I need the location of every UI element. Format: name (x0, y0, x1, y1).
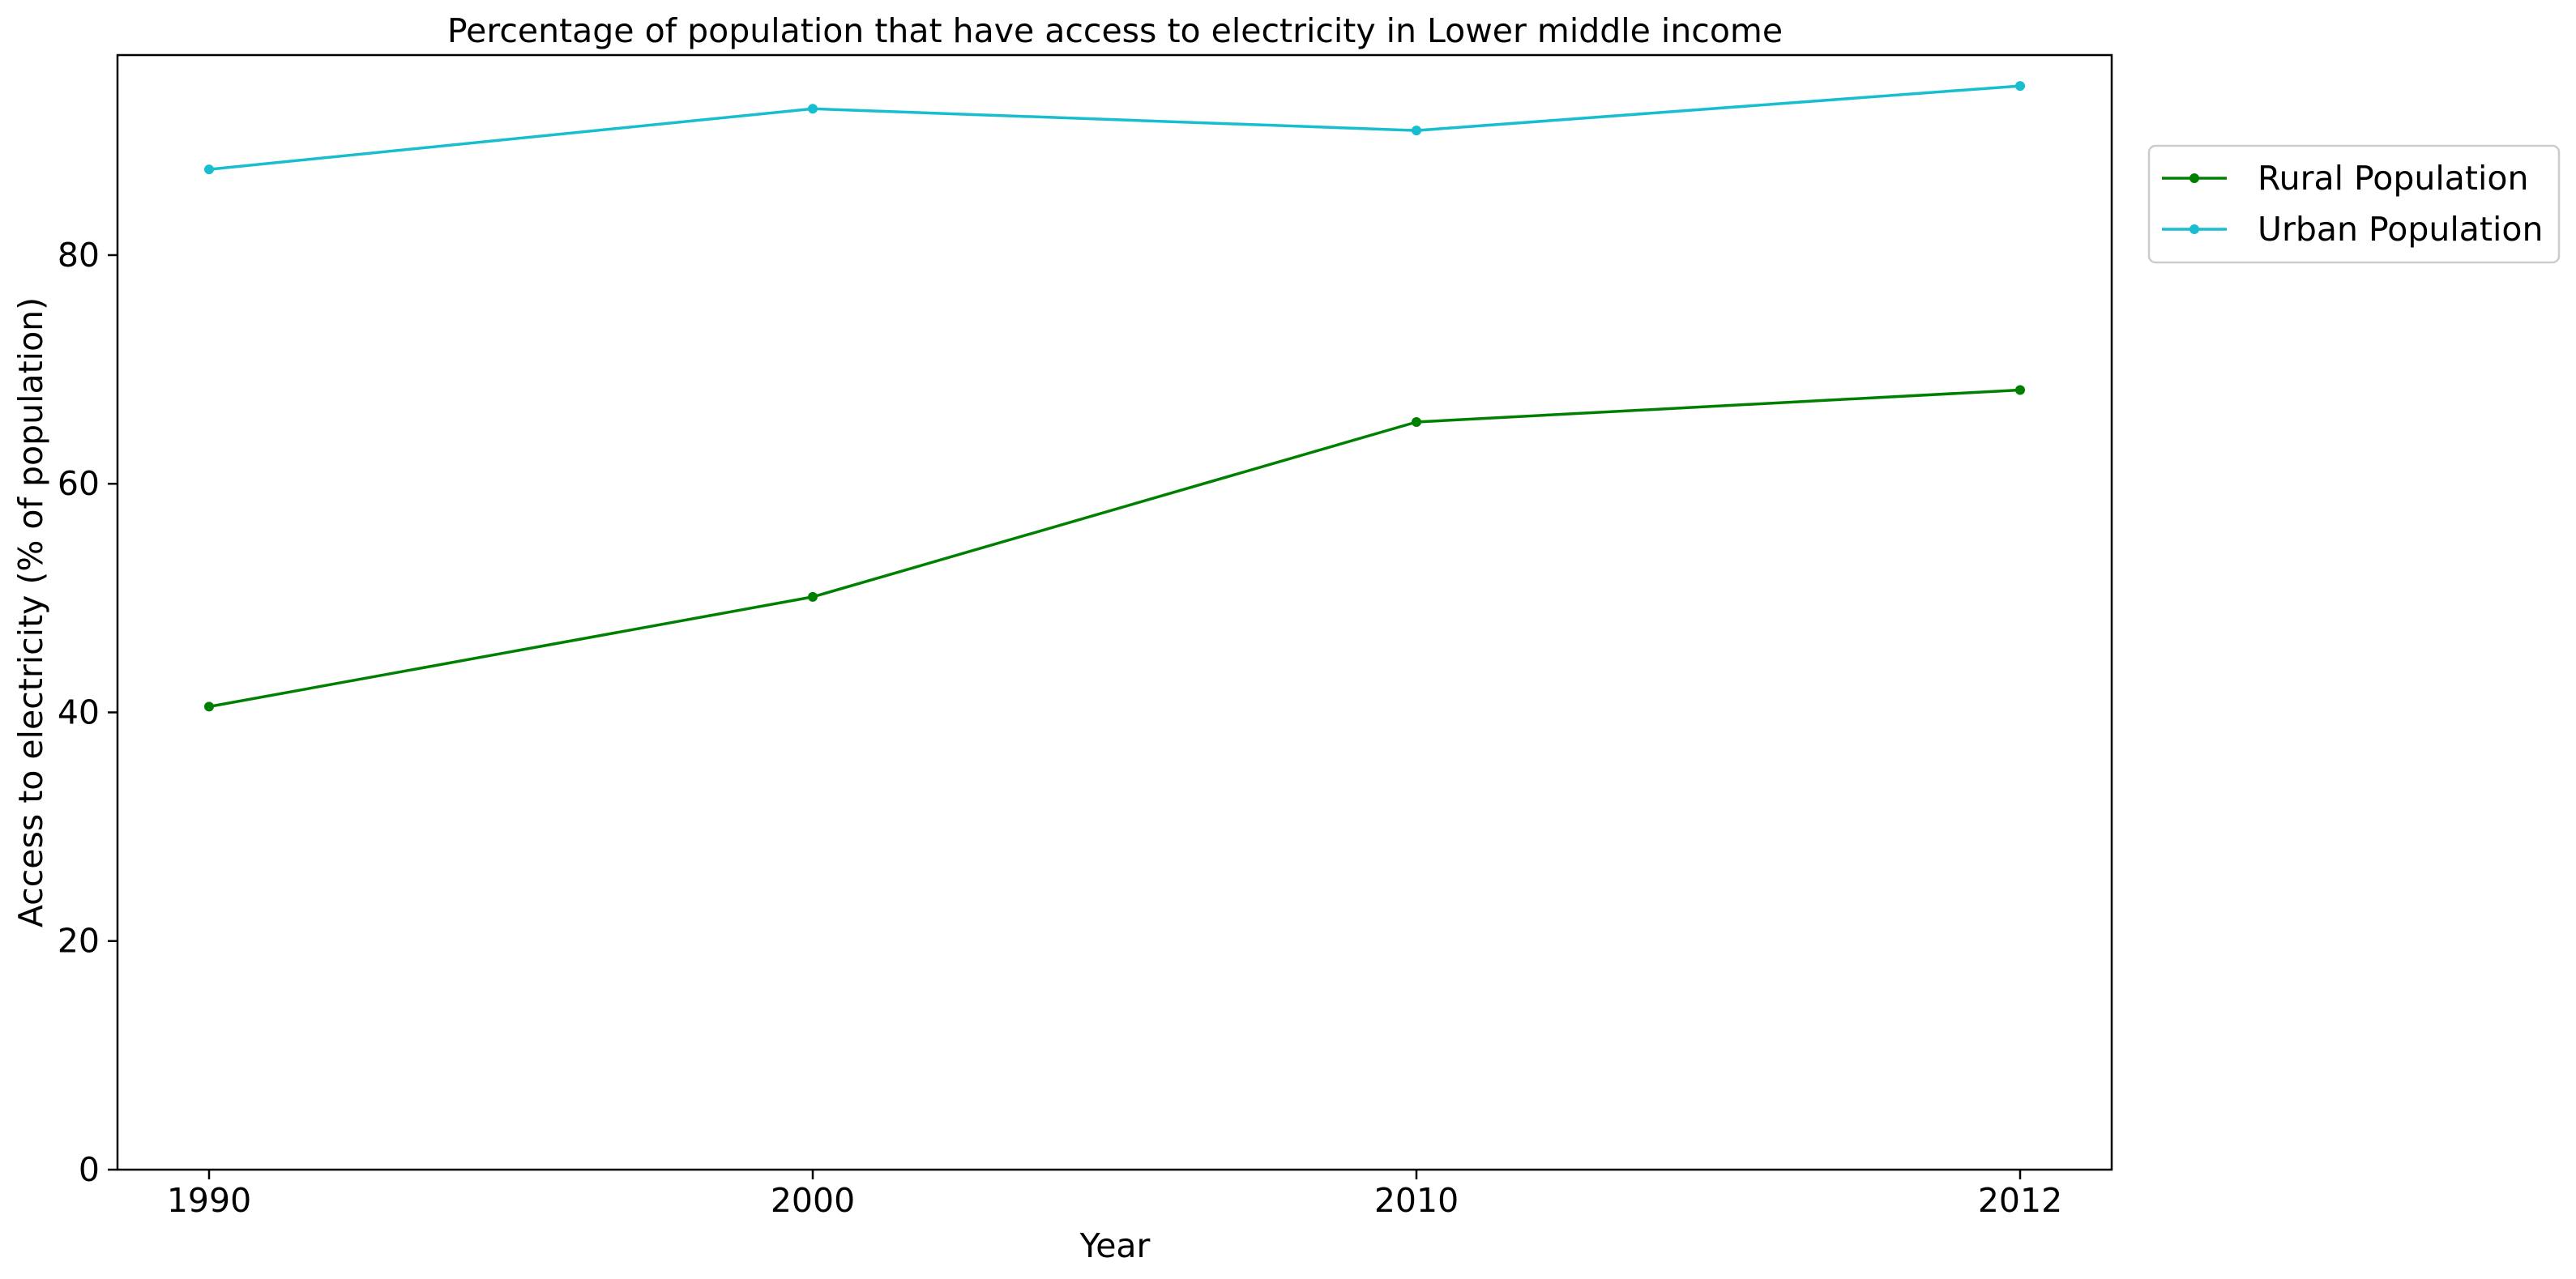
chart-title: Percentage of population that have acces… (447, 11, 1783, 50)
data-point (204, 164, 214, 175)
x-tick-label: 1990 (167, 1181, 251, 1220)
plot-area (116, 53, 2113, 1171)
y-tick-label: 60 (58, 464, 100, 503)
x-tick-label: 2010 (1374, 1181, 1459, 1220)
legend-marker (2189, 224, 2199, 234)
data-point (808, 104, 818, 114)
legend: Rural Population Urban Population (2147, 144, 2561, 264)
data-point (204, 701, 214, 712)
y-tick-label: 20 (58, 922, 100, 961)
data-point (808, 591, 818, 602)
series-layer (204, 81, 2025, 712)
data-point (1412, 126, 1421, 136)
y-tick-label: 80 (58, 236, 100, 275)
data-point (2015, 81, 2025, 92)
x-axis-label: Year (1079, 1226, 1151, 1265)
series-line-2 (207, 84, 2022, 171)
y-tick-label: 40 (58, 693, 100, 731)
legend-marker (2189, 173, 2199, 183)
legend-box (2147, 144, 2561, 264)
x-tick-label: 2012 (1978, 1181, 2062, 1220)
x-tick-label: 2000 (771, 1181, 855, 1220)
y-axis-label: Access to electricity (% of population) (11, 297, 50, 927)
legend-label: Urban Population (2258, 210, 2543, 249)
y-tick-label: 0 (79, 1150, 100, 1189)
data-point (2015, 385, 2025, 395)
y-axis: 0 20 40 60 80 (58, 236, 117, 1189)
series-line-1 (207, 388, 2022, 709)
legend-label: Rural Population (2258, 159, 2528, 198)
x-axis: 1990 2000 2010 2012 (167, 1170, 2062, 1220)
data-point (1412, 417, 1421, 427)
